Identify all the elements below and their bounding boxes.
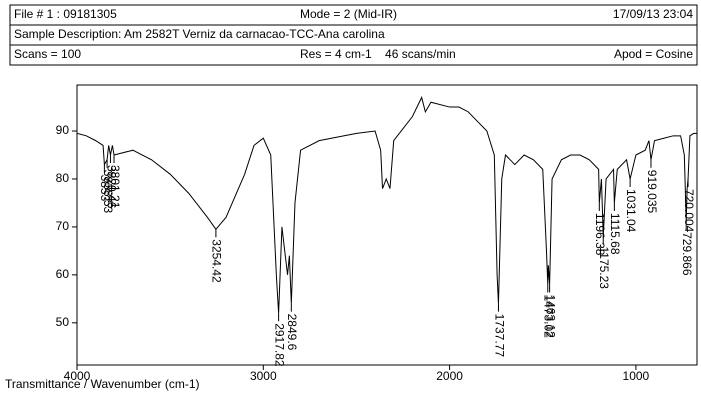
scans: Scans = 100: [14, 47, 81, 61]
x-tick-label: 2000: [436, 369, 463, 383]
spectrum-line: [77, 96, 697, 314]
peak-label: 3853: [98, 175, 112, 202]
peak-label: 720.004: [682, 189, 696, 233]
x-tick-label: 3000: [250, 369, 277, 383]
peak-label: 1196.38: [593, 213, 607, 256]
plot-frame: [76, 84, 698, 366]
y-tick-label: 50: [56, 315, 70, 329]
resolution: Res = 4 cm-1 46 scans/min: [300, 47, 456, 61]
y-tick-label: 70: [56, 219, 70, 233]
x-axis-label: Transmittance / Wavenumber (cm-1): [5, 377, 200, 391]
peak-label: 2917.82: [272, 323, 286, 367]
peak-label: 729.866: [680, 232, 694, 276]
date: 17/09/13 23:04: [613, 7, 693, 21]
peak-label: 919.035: [645, 170, 659, 214]
y-tick-label: 90: [56, 123, 70, 137]
y-tick-label: 60: [56, 267, 70, 281]
peak-label: 1175.23: [597, 247, 611, 290]
description: Sample Description: Am 2582T Verniz da c…: [14, 27, 385, 41]
peak-label: 3820.46: [104, 165, 118, 209]
peak-label: 1463.12: [543, 294, 557, 338]
peak-label: 1031.04: [624, 189, 638, 233]
file-id: File # 1 : 09181305: [14, 7, 117, 21]
x-tick-label: 1000: [623, 369, 650, 383]
x-tick-label: 4000: [64, 369, 91, 383]
mode: Mode = 2 (Mid-IR): [300, 7, 397, 21]
apod: Apod = Cosine: [614, 47, 693, 61]
peak-label: 1737.77: [492, 314, 506, 358]
y-tick-label: 80: [56, 171, 70, 185]
peak-label: 3838.53: [101, 170, 115, 214]
peak-label: 1473.02: [542, 294, 556, 338]
peak-label: 2849.6: [285, 314, 299, 351]
peak-label: 1115.68: [608, 213, 622, 255]
peak-label: 3254.42: [210, 239, 224, 283]
header-box: [9, 4, 698, 66]
peak-label: 3801.21: [108, 165, 122, 209]
